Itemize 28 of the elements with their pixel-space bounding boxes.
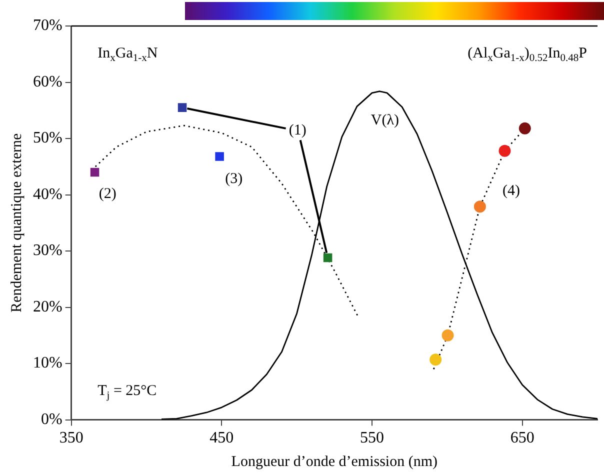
annotation: V(λ) <box>370 112 399 128</box>
y-tick-label: 40% <box>33 186 62 203</box>
point <box>442 329 454 342</box>
point <box>178 103 187 112</box>
point <box>518 122 531 134</box>
y-tick-label: 50% <box>33 130 62 147</box>
x-tick-label: 450 <box>210 430 234 447</box>
x-tick-label: 550 <box>360 430 384 447</box>
annotation: (3) <box>225 171 243 188</box>
point <box>474 200 486 213</box>
point <box>498 144 511 157</box>
point <box>90 168 100 177</box>
annotation: (4) <box>502 182 520 199</box>
y-tick-label: 70% <box>33 17 62 34</box>
y-tick-label: 0% <box>41 411 62 428</box>
annotation: (1) <box>288 122 306 138</box>
point <box>215 152 224 161</box>
point <box>430 354 442 366</box>
y-axis-title: Rendement quantique externe <box>8 133 25 312</box>
point <box>323 253 332 262</box>
x-tick-label: 350 <box>59 430 84 447</box>
annotation: (2) <box>98 186 116 202</box>
y-tick-label: 30% <box>33 242 62 260</box>
x-tick-label: 650 <box>510 430 534 447</box>
y-tick-label: 60% <box>33 73 62 90</box>
y-tick-label: 10% <box>33 354 62 372</box>
y-tick-label: 20% <box>33 298 62 316</box>
x-axis-title: Longueur d’onde d’emission (nm) <box>231 454 438 470</box>
